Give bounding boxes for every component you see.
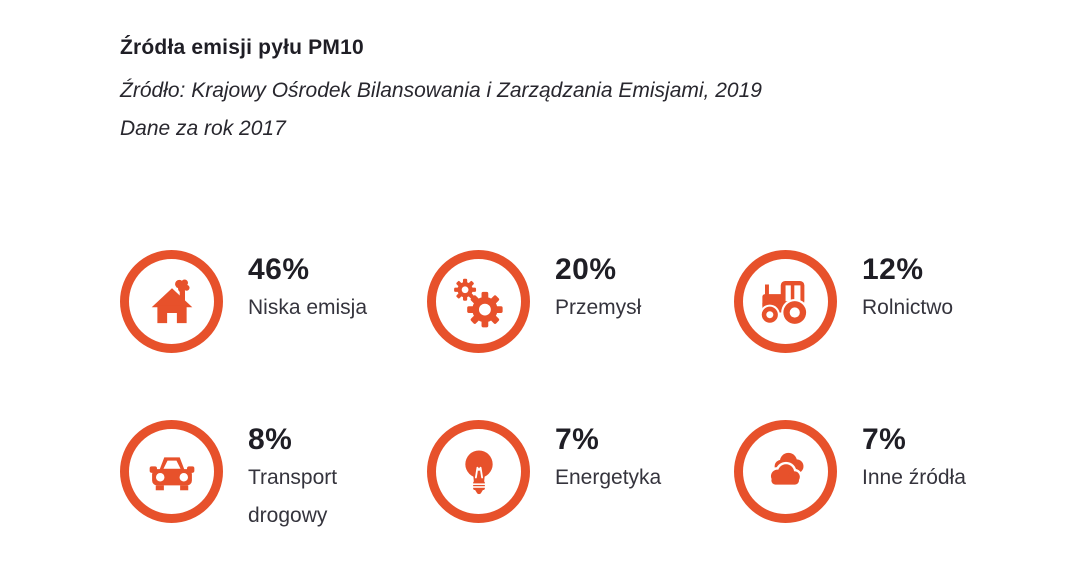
emission-item-transport-drogowy: 8% Transport drogowy: [120, 420, 427, 583]
tractor-icon: [734, 250, 837, 353]
car-icon: [120, 420, 223, 523]
percent-value: 46%: [248, 253, 310, 286]
lightbulb-icon: [427, 420, 530, 523]
clouds-icon: [734, 420, 837, 523]
emission-item-przemysl: 20% Przemysł: [427, 250, 734, 420]
source-label: Energetyka: [555, 466, 662, 489]
percent-value: 7%: [862, 423, 907, 456]
percent-value: 7%: [555, 423, 600, 456]
source-line: Źródło: Krajowy Ośrodek Bilansowania i Z…: [120, 79, 762, 102]
emission-item-inne-zrodla: 7% Inne źródła: [734, 420, 1041, 583]
source-label: Przemysł: [555, 296, 642, 319]
house-smoke-icon: [120, 250, 223, 353]
data-year-line: Dane za rok 2017: [120, 117, 286, 140]
source-label: Niska emisja: [248, 296, 368, 319]
percent-value: 8%: [248, 423, 293, 456]
infographic-header: Źródła emisji pyłu PM10 Źródło: Krajowy …: [120, 34, 762, 148]
source-label: Transport drogowy: [248, 466, 338, 527]
emission-sources-grid: 46% Niska emisja: [120, 250, 1041, 583]
gears-icon: [427, 250, 530, 353]
percent-value: 12%: [862, 253, 924, 286]
source-label: Rolnictwo: [862, 296, 954, 319]
percent-value: 20%: [555, 253, 617, 286]
emission-item-niska-emisja: 46% Niska emisja: [120, 250, 427, 420]
source-label: Inne źródła: [862, 466, 966, 489]
emission-item-rolnictwo: 12% Rolnictwo: [734, 250, 1041, 420]
page-title: Źródła emisji pyłu PM10: [120, 36, 364, 59]
emission-item-energetyka: 7% Energetyka: [427, 420, 734, 583]
